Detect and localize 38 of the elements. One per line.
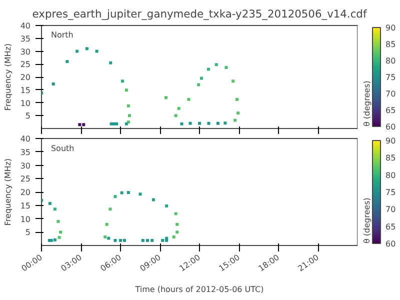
color-bar-label: 75 <box>386 73 396 82</box>
y-tick-label: 15 <box>20 86 31 95</box>
color-bar-label: 85 <box>386 40 396 49</box>
y-tick-label: 5 <box>25 112 31 121</box>
color-bar-label: 75 <box>386 188 396 197</box>
color-bar-label: 70 <box>386 90 396 98</box>
y-tick-label: 10 <box>20 214 31 224</box>
color-bar-label: 60 <box>386 240 396 248</box>
y-tick-label: 30 <box>20 161 31 170</box>
y-tick-label: 30 <box>20 47 31 56</box>
y-tick-label: 25 <box>20 60 31 70</box>
color-bar-label: 70 <box>386 205 396 214</box>
y-axis-title: Frequency (MHz) <box>3 43 12 111</box>
y-tick-label: 15 <box>20 201 31 210</box>
y-axis-title: Frequency (MHz) <box>3 158 12 226</box>
color-bar-label: 90 <box>386 24 396 32</box>
color-bar-label: 65 <box>386 106 396 115</box>
y-tick-label: 35 <box>20 34 31 44</box>
color-bar-label: 80 <box>386 170 396 180</box>
color-bar-label: 60 <box>386 122 396 132</box>
y-tick-label: 20 <box>20 73 31 82</box>
x-axis-title: Time (hours of 2012-05-06 UTC) <box>134 284 264 294</box>
annotation: South <box>50 144 74 153</box>
color-bar-title: θ (degrees) <box>362 198 372 244</box>
color-bar-label: 65 <box>386 222 396 232</box>
color-bar-label: 85 <box>386 154 396 163</box>
color-bar-label: 90 <box>386 136 396 146</box>
color-bar-label: 80 <box>386 56 396 66</box>
y-tick-label: 40 <box>20 134 31 144</box>
y-tick-label: 25 <box>20 174 31 184</box>
y-tick-label: 20 <box>20 188 31 197</box>
y-tick-label: 35 <box>20 148 31 157</box>
color-bar-title: θ (degrees) <box>362 80 372 126</box>
y-tick-label: 10 <box>20 98 31 108</box>
y-tick-label: 40 <box>20 22 31 30</box>
chart-title: expres_earth_jupiter_ganymede_txka-y235_20120506_v14.cdf <box>32 8 367 20</box>
y-tick-label: 5 <box>25 228 31 238</box>
annotation: North <box>50 30 74 40</box>
